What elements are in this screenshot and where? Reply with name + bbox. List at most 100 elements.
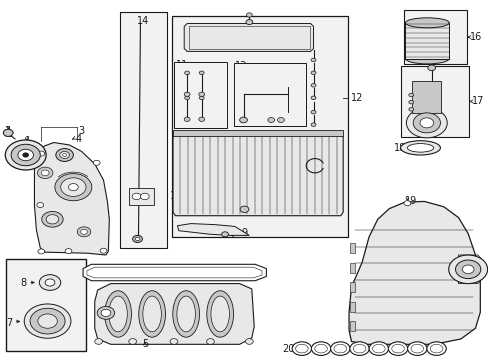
Circle shape xyxy=(37,167,53,179)
Text: 3: 3 xyxy=(79,126,84,136)
Polygon shape xyxy=(83,264,266,281)
Bar xyxy=(174,62,227,128)
Circle shape xyxy=(24,304,71,338)
Text: 17: 17 xyxy=(470,96,483,107)
Circle shape xyxy=(93,160,100,165)
Bar xyxy=(349,302,355,312)
Circle shape xyxy=(60,152,69,158)
Ellipse shape xyxy=(177,296,195,332)
Circle shape xyxy=(408,108,413,111)
Circle shape xyxy=(184,92,190,96)
Ellipse shape xyxy=(139,291,165,337)
Text: 9: 9 xyxy=(241,228,247,238)
Circle shape xyxy=(95,339,102,344)
Circle shape xyxy=(412,113,440,133)
Text: 2: 2 xyxy=(4,126,10,136)
Circle shape xyxy=(135,237,140,241)
Circle shape xyxy=(240,206,248,212)
Circle shape xyxy=(199,92,204,96)
Text: 19: 19 xyxy=(404,196,416,206)
Circle shape xyxy=(310,123,315,126)
Ellipse shape xyxy=(206,291,233,337)
Ellipse shape xyxy=(405,18,448,28)
Text: 11: 11 xyxy=(175,60,187,70)
Circle shape xyxy=(11,144,40,166)
Ellipse shape xyxy=(387,342,407,355)
Ellipse shape xyxy=(400,141,440,155)
Circle shape xyxy=(128,339,136,344)
Ellipse shape xyxy=(426,342,446,355)
Circle shape xyxy=(65,249,72,253)
Circle shape xyxy=(37,203,43,207)
Circle shape xyxy=(100,248,107,253)
Circle shape xyxy=(245,339,253,344)
Circle shape xyxy=(41,211,63,227)
Circle shape xyxy=(221,232,228,237)
Circle shape xyxy=(461,265,473,274)
Bar xyxy=(171,16,347,237)
Text: 20: 20 xyxy=(282,343,294,354)
Circle shape xyxy=(310,58,315,62)
Text: 12: 12 xyxy=(350,93,362,103)
Circle shape xyxy=(310,111,315,114)
Ellipse shape xyxy=(311,342,330,355)
Bar xyxy=(403,10,466,64)
Bar xyxy=(405,23,448,59)
Ellipse shape xyxy=(368,342,388,355)
Circle shape xyxy=(39,275,61,291)
Circle shape xyxy=(427,65,435,71)
Circle shape xyxy=(246,13,252,17)
Circle shape xyxy=(77,227,91,237)
Circle shape xyxy=(403,201,410,206)
Circle shape xyxy=(419,118,433,128)
Circle shape xyxy=(199,71,203,75)
Circle shape xyxy=(55,174,92,201)
Circle shape xyxy=(97,306,115,319)
Bar xyxy=(119,12,167,248)
Ellipse shape xyxy=(407,144,433,152)
Bar xyxy=(411,81,441,113)
Circle shape xyxy=(310,71,315,75)
Circle shape xyxy=(23,153,29,157)
Circle shape xyxy=(61,178,86,197)
Circle shape xyxy=(455,260,480,279)
Circle shape xyxy=(45,279,55,286)
Text: 6: 6 xyxy=(89,216,95,226)
Ellipse shape xyxy=(330,342,349,355)
Bar xyxy=(349,321,355,332)
Circle shape xyxy=(267,117,274,122)
Circle shape xyxy=(101,309,111,316)
Polygon shape xyxy=(348,202,479,344)
Ellipse shape xyxy=(172,291,199,337)
Circle shape xyxy=(408,93,413,97)
Circle shape xyxy=(132,235,142,243)
Circle shape xyxy=(3,129,13,136)
Polygon shape xyxy=(173,134,343,216)
Circle shape xyxy=(62,154,66,157)
Bar xyxy=(128,188,154,205)
Circle shape xyxy=(140,193,149,200)
Circle shape xyxy=(30,308,65,334)
Circle shape xyxy=(18,149,33,161)
Circle shape xyxy=(239,117,247,123)
Circle shape xyxy=(310,84,315,87)
Circle shape xyxy=(184,117,190,121)
Text: 4: 4 xyxy=(76,134,81,144)
Bar xyxy=(188,26,309,49)
Circle shape xyxy=(406,108,447,138)
Circle shape xyxy=(199,117,204,121)
Text: 16: 16 xyxy=(468,32,481,42)
Bar xyxy=(349,282,355,292)
Circle shape xyxy=(184,96,189,100)
Circle shape xyxy=(38,151,44,156)
Circle shape xyxy=(206,339,214,344)
Bar xyxy=(349,262,355,273)
Polygon shape xyxy=(34,143,109,255)
Ellipse shape xyxy=(405,53,448,64)
Polygon shape xyxy=(95,284,254,344)
Text: 13: 13 xyxy=(234,61,246,71)
Circle shape xyxy=(38,249,44,254)
Bar xyxy=(173,130,343,136)
Ellipse shape xyxy=(349,342,368,355)
Circle shape xyxy=(5,140,46,170)
